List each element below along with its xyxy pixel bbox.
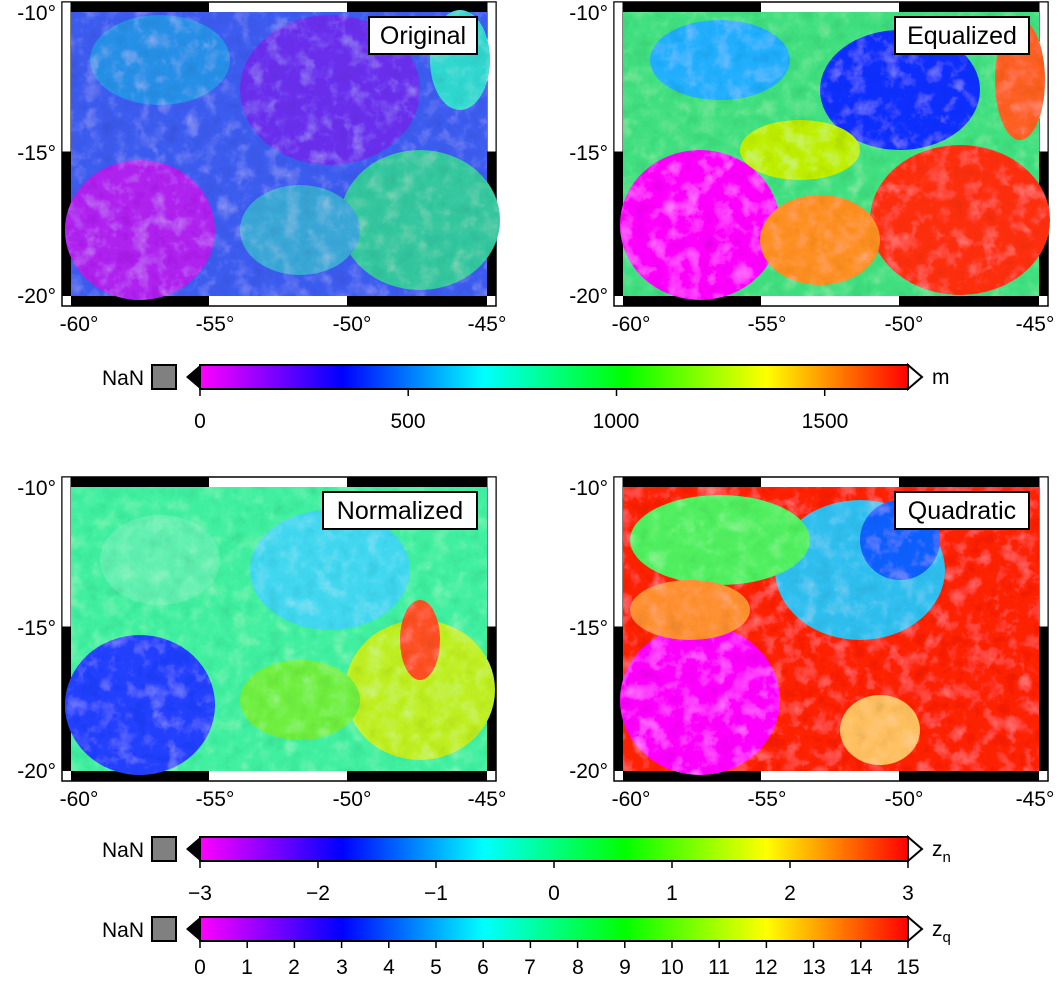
panel-title-box: Quadratic	[894, 491, 1030, 530]
colorbar-tick-label: 10	[660, 956, 683, 979]
colorbar-tick-label: 3	[336, 956, 348, 979]
lon-tick-label: -50°	[885, 313, 924, 336]
lat-tick-label: -20°	[17, 760, 56, 783]
nan-swatch	[151, 364, 177, 390]
colorbar-unit-symbol: z	[932, 838, 943, 861]
colorbar-tick-label: 14	[849, 956, 873, 979]
lon-tick-label: -45°	[468, 313, 507, 336]
colorbar-tick-label: 0	[194, 410, 206, 433]
colorbar-tick-label: 1	[241, 956, 253, 979]
colorbar-tick-label: 3	[902, 882, 914, 905]
colorbar-normalized: NaN −3 −2 −1 0 1 2 3 zn	[102, 834, 951, 905]
panel-title-box: Original	[368, 16, 478, 55]
colorbar-tick-label: 12	[754, 956, 777, 979]
colorbar-tick-label: −1	[424, 882, 448, 905]
colorbar-tick-label: 11	[708, 956, 730, 979]
lon-tick-label: -60°	[60, 313, 99, 336]
panel-title: Normalized	[337, 497, 463, 525]
colorbar-tick-label: 8	[572, 956, 584, 979]
nan-swatch	[151, 836, 177, 862]
map-grid	[65, 487, 495, 775]
colorbar-unit: zn	[932, 838, 951, 866]
panel-original: Original	[61, 1, 500, 307]
map-grid	[620, 12, 1050, 300]
lat-tick-label: -15°	[569, 617, 608, 640]
lat-tick-label: -15°	[17, 617, 56, 640]
map-grid	[65, 10, 500, 300]
lon-tick-label: -60°	[60, 788, 99, 811]
lat-tick-labels: -10° -15° -20° -10° -15° -20° -10° -15° …	[17, 2, 608, 783]
colorbar-tick-label: 1000	[593, 410, 640, 433]
map-grid	[620, 487, 1039, 775]
lon-tick-label: -60°	[612, 788, 651, 811]
colorbar-tick-label: 7	[524, 956, 536, 979]
nan-swatch	[151, 916, 177, 942]
colorbar-tick-label: 5	[430, 956, 442, 979]
panel-title-box: Equalized	[894, 16, 1030, 55]
colorbar-tick-label: −3	[188, 882, 212, 905]
lon-tick-label: -55°	[748, 313, 787, 336]
lon-tick-labels: -60° -55° -50° -45° -60° -55° -50° -45° …	[60, 313, 1055, 811]
lat-tick-label: -20°	[569, 285, 608, 308]
colorbar-tick-label: 6	[477, 956, 489, 979]
lon-tick-label: -50°	[333, 313, 372, 336]
nan-label: NaN	[102, 919, 144, 942]
lat-tick-label: -10°	[17, 2, 56, 25]
colorbar-unit: zq	[932, 918, 951, 946]
panel-normalized: Normalized	[61, 476, 497, 782]
nan-label: NaN	[102, 839, 144, 862]
panel-title-box: Normalized	[322, 491, 478, 530]
colorbar-tick-marks	[199, 941, 909, 948]
lat-tick-label: -10°	[569, 2, 608, 25]
colorbar-quadratic: NaN 0 1 2 3 4 5 6 7 8	[102, 914, 951, 979]
colorbar-tick-marks	[199, 861, 909, 868]
panel-title: Quadratic	[908, 497, 1016, 525]
colorbar-tick-label: −2	[306, 882, 330, 905]
colorbar-unit: m	[932, 366, 950, 389]
lon-tick-label: -60°	[612, 313, 651, 336]
colorbar-elevation: NaN 0 500 1000 1500 m	[102, 362, 950, 433]
colorbar-tick-label: 9	[619, 956, 631, 979]
lat-tick-label: -20°	[569, 760, 608, 783]
lat-tick-label: -15°	[569, 142, 608, 165]
colorbar-tick-label: 4	[383, 956, 395, 979]
lon-tick-label: -55°	[196, 788, 235, 811]
lat-tick-label: -15°	[17, 142, 56, 165]
colorbar-tick-label: 2	[288, 956, 300, 979]
lon-tick-label: -50°	[333, 788, 372, 811]
panel-equalized: Equalized	[613, 1, 1050, 307]
colorbar-tick-label: 13	[802, 956, 825, 979]
colorbar-tick-label: 1500	[802, 410, 849, 433]
colorbar-unit-subscript: q	[943, 929, 951, 946]
colorbar-tick-label: 0	[548, 882, 560, 905]
lon-tick-label: -45°	[1016, 788, 1055, 811]
panel-title: Equalized	[907, 22, 1017, 50]
colorbar-tick-label: 0	[194, 956, 206, 979]
lat-tick-label: -20°	[17, 285, 56, 308]
colorbar-unit-subscript: n	[943, 849, 951, 866]
panel-quadratic: Quadratic	[613, 476, 1049, 782]
lon-tick-label: -55°	[196, 313, 235, 336]
lon-tick-label: -45°	[1016, 313, 1055, 336]
colorbar-tick-label: 500	[390, 410, 425, 433]
nan-label: NaN	[102, 367, 144, 390]
lat-tick-label: -10°	[17, 477, 56, 500]
colorbar-tick-label: 15	[896, 956, 919, 979]
panel-title: Original	[380, 22, 466, 50]
lat-tick-label: -10°	[569, 477, 608, 500]
colorbar-unit-symbol: z	[932, 918, 943, 941]
lon-tick-label: -55°	[748, 788, 787, 811]
lon-tick-label: -45°	[468, 788, 507, 811]
colorbar-tick-marks	[199, 389, 826, 396]
colorbar-tick-label: 1	[666, 882, 678, 905]
colorbar-tick-label: 2	[784, 882, 796, 905]
lon-tick-label: -50°	[885, 788, 924, 811]
